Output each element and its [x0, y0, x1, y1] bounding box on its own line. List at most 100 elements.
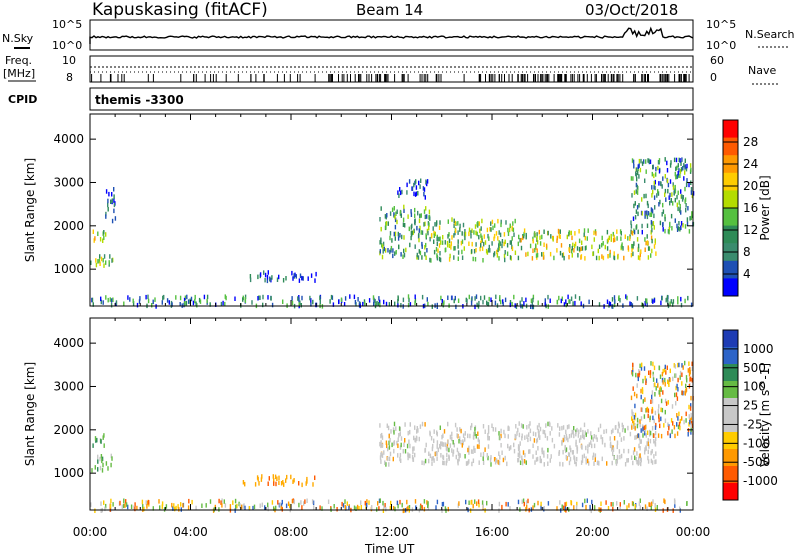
echo-cell [394, 251, 396, 256]
echo-cell [625, 294, 627, 299]
echo-cell [282, 299, 284, 304]
echo-cell [630, 302, 632, 307]
echo-cell [613, 251, 615, 256]
echo-cell [680, 225, 682, 230]
echo-cell [299, 300, 301, 305]
echo-cell [459, 223, 461, 229]
echo-cell [391, 207, 394, 212]
echo-cell [388, 302, 391, 307]
echo-cell [439, 425, 441, 430]
echo-cell [264, 272, 267, 278]
echo-cell [472, 503, 474, 509]
echo-cell [593, 434, 595, 439]
echo-cell [94, 508, 96, 513]
echo-cell [306, 479, 308, 484]
echo-cell [141, 499, 144, 505]
echo-cell [100, 439, 102, 444]
echo-cell [295, 274, 297, 279]
echo-cell [652, 361, 654, 367]
echo-cell [132, 298, 134, 304]
echo-cell [206, 298, 208, 304]
echo-cell [651, 185, 653, 190]
echo-cell [498, 230, 500, 235]
echo-cell [647, 455, 649, 461]
echo-cell [672, 185, 675, 190]
echo-cell [663, 423, 665, 428]
echo-cell [452, 440, 454, 445]
echo-cell [468, 459, 470, 464]
echo-cell [110, 303, 113, 308]
echo-cell [680, 161, 682, 166]
echo-cell [532, 304, 535, 310]
echo-cell [271, 500, 274, 505]
echo-cell [662, 227, 664, 232]
echo-cell [662, 380, 664, 385]
echo-cell [651, 193, 653, 198]
echo-cell [547, 230, 549, 236]
echo-cell [470, 449, 473, 454]
echo-cell [584, 430, 586, 435]
echo-cell [278, 475, 280, 481]
colorbar-segment [723, 449, 738, 467]
echo-cell [486, 500, 488, 506]
echo-cell [662, 368, 664, 374]
echo-cell [561, 253, 564, 258]
echo-cell [609, 249, 611, 255]
echo-cell [655, 172, 657, 177]
echo-cell [686, 378, 688, 383]
echo-cell [570, 447, 572, 453]
echo-cell [416, 252, 418, 258]
echo-cell [95, 258, 97, 263]
echo-cell [383, 246, 385, 252]
echo-cell [492, 225, 494, 231]
echo-cell [426, 214, 428, 219]
echo-cell [657, 433, 660, 438]
echo-cell [690, 403, 692, 408]
echo-cell [571, 429, 573, 435]
echo-cell [640, 407, 643, 412]
echo-cell [415, 505, 417, 510]
echo-cell [565, 299, 567, 304]
echo-cell [678, 362, 680, 368]
echo-cell [447, 295, 449, 300]
echo-cell [174, 506, 176, 512]
echo-cell [468, 294, 470, 300]
echo-cell [229, 504, 232, 509]
echo-cell [583, 228, 586, 233]
echo-cell [422, 186, 425, 191]
echo-cell [344, 499, 346, 504]
echo-cell [500, 219, 502, 225]
echo-cell [100, 508, 102, 513]
echo-cell [99, 237, 102, 242]
echo-cell [679, 506, 681, 511]
echo-cell [477, 431, 479, 436]
echo-cell [487, 233, 489, 239]
echo-cell [521, 297, 523, 302]
echo-cell [378, 296, 380, 301]
echo-cell [641, 161, 644, 166]
echo-cell [495, 294, 497, 300]
echo-cell [683, 419, 685, 425]
echo-cell [413, 228, 415, 234]
echo-cell [379, 302, 381, 308]
echo-cell [514, 433, 516, 439]
echo-cell [532, 505, 534, 510]
echo-cell [539, 455, 541, 461]
echo-cell [626, 295, 628, 301]
echo-cell [641, 387, 644, 392]
echo-cell [654, 392, 656, 397]
echo-cell [397, 437, 399, 442]
echo-cell [510, 256, 512, 261]
echo-cell [517, 499, 520, 505]
echo-cell [564, 505, 567, 511]
echo-cell [592, 437, 594, 442]
echo-cell [568, 460, 571, 466]
echo-cell [546, 454, 549, 459]
echo-cell [190, 296, 193, 302]
echo-cell [633, 447, 636, 452]
echo-cell [610, 502, 612, 507]
echo-cell [637, 460, 639, 465]
echo-cell [391, 238, 393, 243]
echo-cell [660, 300, 662, 306]
echo-cell [637, 164, 639, 169]
